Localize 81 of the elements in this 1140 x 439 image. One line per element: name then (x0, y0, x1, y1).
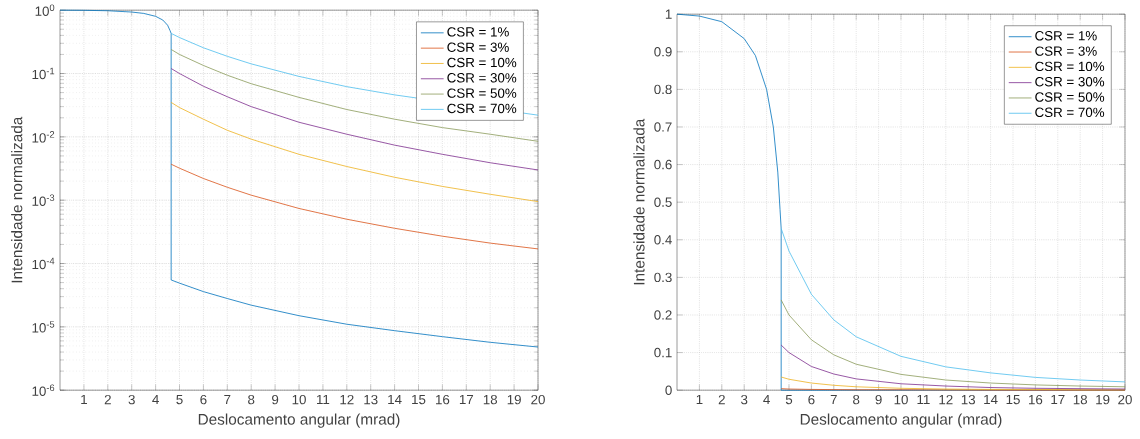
line-series (780, 344, 1126, 390)
legend-label: CSR = 10% (447, 57, 517, 68)
x-tick-label: 12 (939, 394, 953, 405)
legend-label: CSR = 70% (447, 103, 517, 114)
x-tick-label: 13 (961, 394, 976, 405)
legend-label: CSR = 1% (447, 27, 509, 37)
line-series (59, 9, 539, 348)
y-tick-label: 0.6 (654, 159, 672, 170)
y-tick-label: 10$^{-6}$ (32, 384, 55, 396)
line-series (170, 101, 539, 202)
legend-label: CSR = 50% (1035, 92, 1105, 102)
line-series (780, 228, 1126, 383)
legend-label: CSR = 3% (447, 42, 509, 52)
x-tick-label: 3 (128, 394, 135, 405)
line-series (170, 68, 539, 171)
x-tick-label: 5 (176, 394, 183, 405)
x-tick-label: 11 (317, 394, 330, 404)
y-tick-label: 0.5 (654, 197, 672, 207)
x-tick-label: 18 (483, 394, 498, 405)
legend-label: CSR = 3% (1035, 46, 1097, 56)
y-tick-label: 0.1 (654, 347, 672, 358)
y-tick-label: 0.7 (654, 122, 672, 132)
x-tick-label: 18 (1073, 394, 1088, 405)
x-tick-label: 1 (81, 394, 87, 404)
y-tick-label: 0.2 (654, 310, 672, 320)
y-tick-label: 10$^{-1}$ (32, 67, 55, 80)
x-tick-label: 14 (388, 394, 402, 404)
x-tick-label: 10 (292, 394, 306, 405)
legend-label: CSR = 50% (447, 88, 517, 98)
y-tick-label: 0.8 (654, 84, 672, 95)
y-axis-title: Intensidade normalizada (11, 116, 23, 283)
x-tick-label: 16 (1029, 394, 1043, 405)
x-tick-label: 11 (917, 394, 930, 404)
x-tick-label: 4 (152, 394, 159, 404)
y-tick-label: 0.4 (654, 234, 672, 245)
x-tick-label: 6 (200, 394, 207, 405)
legend-label: CSR = 10% (1035, 61, 1105, 72)
x-tick-label: 7 (224, 394, 231, 404)
y-tick-label: 10$^{-3}$ (32, 194, 55, 206)
x-tick-label: 10 (894, 394, 908, 405)
x-tick-label: 12 (340, 394, 354, 405)
y-tick-label: 10$^{-4}$ (32, 257, 55, 270)
legend-label: CSR = 30% (1035, 76, 1105, 87)
x-tick-label: 19 (507, 394, 521, 405)
legend-label: CSR = 30% (447, 73, 517, 83)
y-tick-label: 0 (665, 385, 672, 395)
line-series (170, 163, 539, 250)
x-axis-title: Deslocamento angular (mrad) (198, 413, 400, 428)
x-tick-label: 8 (248, 394, 255, 405)
x-tick-label: 13 (364, 394, 378, 405)
y-tick-label: 10$^{-2}$ (32, 131, 55, 143)
x-tick-label: 15 (412, 394, 426, 405)
x-tick-label: 6 (808, 394, 815, 405)
x-tick-label: 4 (763, 394, 770, 404)
y-axis-title: Intensidade normalizada (633, 118, 645, 285)
x-tick-label: 16 (436, 394, 450, 405)
y-tick-label: 0.9 (654, 46, 672, 57)
x-tick-label: 2 (104, 394, 111, 405)
x-tick-label: 1 (696, 394, 703, 404)
x-tick-label: 19 (1096, 394, 1110, 405)
x-tick-label: 9 (875, 394, 882, 405)
y-tick-label: 10$^{-5}$ (32, 321, 55, 333)
x-tick-label: 17 (459, 394, 474, 404)
legend-label: CSR = 70% (1035, 107, 1105, 117)
legend-label: CSR = 1% (1035, 30, 1097, 41)
x-axis-title: Deslocamento angular (mrad) (800, 413, 1002, 428)
x-tick-label: 14 (984, 394, 998, 404)
y-tick-label: 0.3 (654, 272, 672, 283)
x-tick-label: 17 (1051, 394, 1065, 404)
x-tick-label: 3 (740, 394, 748, 405)
x-tick-label: 5 (785, 394, 793, 405)
x-tick-label: 9 (272, 394, 279, 405)
x-tick-label: 15 (1006, 394, 1020, 405)
x-tick-label: 2 (718, 394, 725, 405)
line-series (780, 299, 1126, 388)
y-tick-label: 1 (665, 9, 672, 19)
x-tick-label: 20 (531, 394, 545, 405)
x-tick-label: 7 (830, 394, 837, 404)
x-tick-label: 20 (1118, 394, 1132, 405)
y-tick-label: 10$^{0}$ (35, 4, 55, 16)
x-tick-label: 8 (853, 394, 860, 405)
